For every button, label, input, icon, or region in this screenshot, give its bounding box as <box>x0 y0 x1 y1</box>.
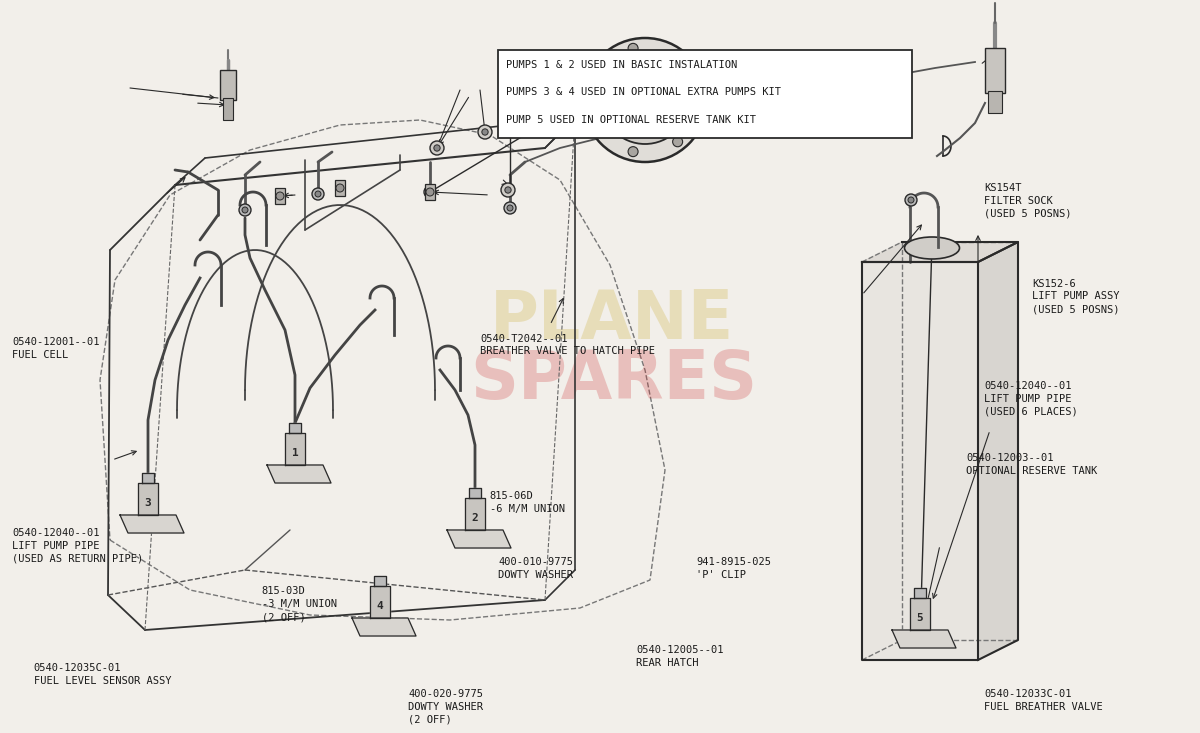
Bar <box>335 180 346 196</box>
Circle shape <box>478 125 492 139</box>
Text: 0540-12003--01
OPTIONAL RESERVE TANK: 0540-12003--01 OPTIONAL RESERVE TANK <box>966 453 1097 476</box>
Circle shape <box>502 183 515 197</box>
Text: 0540-12033C-01
FUEL BREATHER VALVE: 0540-12033C-01 FUEL BREATHER VALVE <box>984 689 1103 712</box>
Circle shape <box>482 129 488 135</box>
Text: 2: 2 <box>472 513 479 523</box>
Bar <box>223 98 233 120</box>
Text: 941-8915-025
'P' CLIP: 941-8915-025 'P' CLIP <box>696 557 772 580</box>
Bar <box>985 48 1006 93</box>
Polygon shape <box>892 630 956 648</box>
Text: 0540-12001--01
FUEL CELL: 0540-12001--01 FUEL CELL <box>12 337 100 360</box>
Circle shape <box>635 90 655 110</box>
Polygon shape <box>978 242 1018 660</box>
Circle shape <box>505 187 511 194</box>
Circle shape <box>508 205 514 211</box>
Polygon shape <box>374 576 386 586</box>
Text: PUMP 5 USED IN OPTIONAL RESERVE TANK KIT: PUMP 5 USED IN OPTIONAL RESERVE TANK KIT <box>506 115 756 125</box>
Circle shape <box>905 194 917 206</box>
Bar <box>988 91 1002 113</box>
Circle shape <box>673 54 683 64</box>
Circle shape <box>312 188 324 200</box>
Circle shape <box>628 147 638 157</box>
Text: 0540-T2042--01
BREATHER VALVE TO HATCH PIPE: 0540-T2042--01 BREATHER VALVE TO HATCH P… <box>480 334 655 356</box>
Circle shape <box>430 141 444 155</box>
Polygon shape <box>352 618 416 636</box>
Circle shape <box>593 118 602 128</box>
Polygon shape <box>914 588 926 598</box>
Polygon shape <box>120 515 184 533</box>
Text: KS154T
FILTER SOCK
(USED 5 POSNS): KS154T FILTER SOCK (USED 5 POSNS) <box>984 183 1072 219</box>
Text: 3: 3 <box>145 498 151 508</box>
Polygon shape <box>370 586 390 618</box>
Text: 4: 4 <box>377 601 383 611</box>
Bar <box>425 184 436 200</box>
Text: 0540-12040--01
LIFT PUMP PIPE
(USED AS RETURN PIPE): 0540-12040--01 LIFT PUMP PIPE (USED AS R… <box>12 528 143 564</box>
Circle shape <box>427 189 433 195</box>
Circle shape <box>694 95 703 105</box>
Polygon shape <box>289 423 301 433</box>
Text: PUMPS 3 & 4 USED IN OPTIONAL EXTRA PUMPS KIT: PUMPS 3 & 4 USED IN OPTIONAL EXTRA PUMPS… <box>506 87 781 97</box>
Text: 0540-12040--01
LIFT PUMP PIPE
(USED 6 PLACES): 0540-12040--01 LIFT PUMP PIPE (USED 6 PL… <box>984 381 1078 417</box>
Polygon shape <box>466 498 485 530</box>
Text: SPARES: SPARES <box>470 347 757 413</box>
Polygon shape <box>446 530 511 548</box>
Circle shape <box>336 184 344 192</box>
Text: 0540-12035C-01
FUEL LEVEL SENSOR ASSY: 0540-12035C-01 FUEL LEVEL SENSOR ASSY <box>34 663 172 686</box>
Bar <box>220 70 236 100</box>
Text: 815-03D
-3 M/M UNION
(2 OFF): 815-03D -3 M/M UNION (2 OFF) <box>262 586 336 622</box>
Polygon shape <box>286 433 305 465</box>
Circle shape <box>583 38 707 162</box>
Text: 815-06D
-6 M/M UNION: 815-06D -6 M/M UNION <box>490 491 564 514</box>
Polygon shape <box>266 465 331 483</box>
Polygon shape <box>138 483 158 515</box>
Circle shape <box>593 72 602 82</box>
Text: PUMPS 1 & 2 USED IN BASIC INSTALATION: PUMPS 1 & 2 USED IN BASIC INSTALATION <box>506 60 737 70</box>
Bar <box>275 188 286 204</box>
Polygon shape <box>862 262 978 660</box>
Circle shape <box>426 188 434 196</box>
Ellipse shape <box>905 237 960 259</box>
Text: 5: 5 <box>917 613 923 623</box>
Circle shape <box>434 145 440 151</box>
Circle shape <box>239 204 251 216</box>
Bar <box>498 50 912 138</box>
Circle shape <box>314 191 322 197</box>
Circle shape <box>601 56 689 144</box>
Polygon shape <box>910 598 930 630</box>
Text: 400-010-9775
DOWTY WASHER: 400-010-9775 DOWTY WASHER <box>498 557 574 580</box>
Circle shape <box>628 43 638 54</box>
Polygon shape <box>862 242 1018 262</box>
Circle shape <box>504 202 516 214</box>
Text: 1: 1 <box>292 448 299 458</box>
Circle shape <box>908 197 914 203</box>
Circle shape <box>242 207 248 213</box>
Text: PLANE: PLANE <box>490 287 734 353</box>
Text: KS152-6
LIFT PUMP ASSY
(USED 5 POSNS): KS152-6 LIFT PUMP ASSY (USED 5 POSNS) <box>1032 279 1120 314</box>
Polygon shape <box>142 473 154 483</box>
Polygon shape <box>469 488 481 498</box>
Circle shape <box>424 186 436 198</box>
Circle shape <box>673 137 683 147</box>
Text: 400-020-9775
DOWTY WASHER
(2 OFF): 400-020-9775 DOWTY WASHER (2 OFF) <box>408 689 484 725</box>
Text: 0540-12005--01
REAR HATCH: 0540-12005--01 REAR HATCH <box>636 645 724 668</box>
Circle shape <box>276 192 284 200</box>
Circle shape <box>628 82 662 118</box>
